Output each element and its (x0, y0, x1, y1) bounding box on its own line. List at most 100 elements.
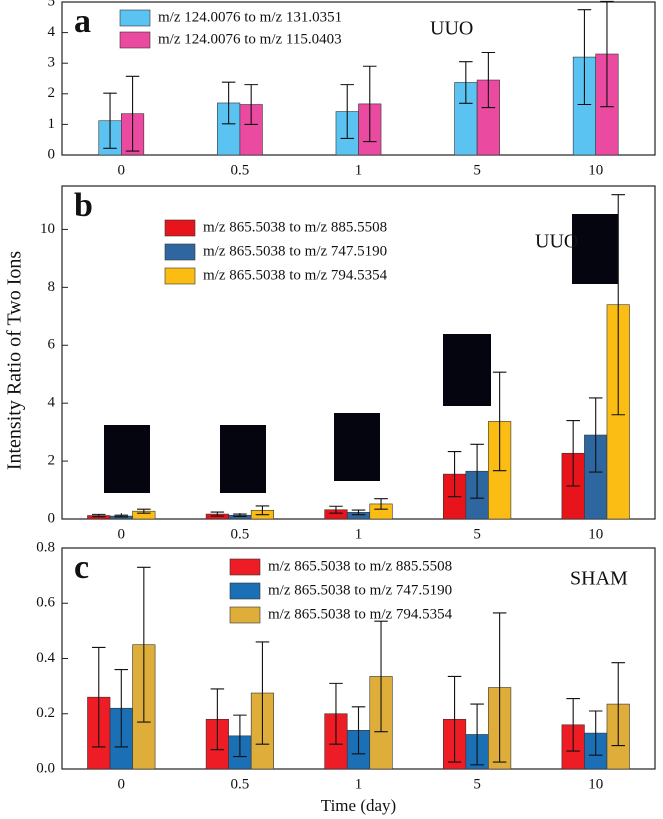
legend-label: m/z 865.5038 to m/z 794.5354 (203, 267, 388, 283)
error-bar (611, 662, 625, 747)
x-tick-label: 0 (118, 526, 126, 542)
legend-label: m/z 865.5038 to m/z 794.5354 (268, 606, 453, 622)
y-tick-label: 0.6 (36, 595, 55, 611)
x-tick-label: 5 (473, 162, 481, 178)
legend-label: m/z 124.0076 to m/z 115.0403 (158, 31, 342, 47)
error-bar (340, 84, 354, 140)
error-bar (459, 61, 473, 104)
y-tick-label: 4 (48, 24, 56, 40)
y-tick-label: 8 (48, 279, 56, 295)
y-tick-label: 0.2 (36, 705, 55, 721)
x-axis-label: Time (day) (321, 796, 396, 815)
error-bar (329, 505, 343, 514)
error-bar (447, 450, 462, 498)
error-bar (114, 669, 129, 748)
y-tick-label: 2 (48, 85, 56, 101)
error-bar (255, 641, 270, 745)
legend-swatch (229, 558, 261, 576)
legend-swatch (164, 243, 196, 261)
error-bar (351, 706, 366, 755)
x-tick-label: 0 (118, 776, 126, 792)
y-tick-label: 2 (48, 453, 56, 469)
error-bar (492, 371, 507, 472)
error-bar (233, 513, 247, 517)
legend-label: m/z 865.5038 to m/z 747.5190 (268, 582, 452, 598)
error-bar (588, 397, 603, 473)
annotation: SHAM (570, 568, 628, 590)
legend-swatch (164, 267, 196, 285)
legend-swatch (229, 606, 261, 624)
y-axis-label: Intensity Ratio of Two Ions (4, 251, 26, 471)
x-tick-label: 0 (118, 162, 126, 178)
error-bar (329, 682, 343, 745)
y-tick-label: 0.8 (36, 539, 55, 555)
inset-image (572, 214, 618, 284)
error-bar (92, 646, 106, 748)
x-tick-label: 10 (588, 526, 603, 542)
legend-label: m/z 865.5038 to m/z 885.5508 (203, 219, 387, 235)
x-tick-label: 5 (473, 526, 481, 542)
error-bar (114, 514, 129, 518)
inset-image (104, 425, 150, 493)
error-bar (566, 698, 580, 752)
y-tick-label: 10 (40, 221, 55, 237)
error-bar (577, 9, 592, 106)
error-bar (374, 498, 388, 510)
error-bar (470, 703, 484, 766)
error-bar (233, 714, 247, 758)
error-bar (244, 84, 258, 125)
y-tick-label: 5 (48, 0, 56, 9)
error-bar (255, 505, 270, 516)
x-tick-label: 1 (355, 776, 363, 792)
y-tick-label: 1 (48, 116, 56, 132)
error-bar (566, 419, 580, 487)
x-tick-label: 0.5 (231, 526, 250, 542)
x-tick-label: 0.5 (231, 162, 250, 178)
legend-swatch (119, 9, 151, 27)
y-tick-label: 4 (48, 395, 56, 411)
error-bar (351, 509, 366, 516)
legend-label: m/z 124.0076 to m/z 131.0351 (158, 9, 342, 25)
annotation: UUO (535, 231, 578, 253)
error-bar (221, 81, 236, 125)
annotation: UUO (430, 18, 473, 40)
y-tick-label: 0 (48, 510, 56, 526)
x-tick-label: 5 (473, 776, 481, 792)
panel-label: c (74, 549, 89, 586)
y-tick-label: 3 (48, 55, 56, 71)
y-tick-label: 6 (48, 337, 56, 353)
y-tick-label: 0 (48, 146, 56, 162)
error-bar (125, 75, 140, 152)
error-bar (374, 620, 388, 733)
error-bar (363, 65, 377, 143)
error-bar (588, 710, 603, 756)
error-bar (492, 612, 507, 763)
x-tick-label: 1 (355, 526, 363, 542)
legend-label: m/z 865.5038 to m/z 747.5190 (203, 243, 387, 259)
inset-image (220, 425, 266, 493)
error-bar (210, 511, 225, 517)
error-bar (611, 194, 625, 416)
x-tick-label: 10 (588, 776, 603, 792)
legend-swatch (164, 219, 196, 237)
legend-swatch (119, 31, 151, 49)
error-bar (481, 51, 496, 109)
y-tick-label: 0.4 (36, 650, 55, 666)
panel-label: a (74, 3, 91, 40)
error-bar (137, 508, 151, 514)
error-bar (600, 0, 614, 108)
error-bar (447, 675, 462, 763)
error-bar (470, 443, 484, 499)
y-tick-label: 0.0 (36, 760, 55, 776)
inset-image (443, 334, 491, 406)
x-tick-label: 0.5 (231, 776, 250, 792)
legend-swatch (229, 582, 261, 600)
inset-image (334, 413, 380, 481)
error-bar (137, 566, 151, 723)
x-tick-label: 10 (588, 162, 603, 178)
error-bar (103, 92, 117, 149)
panel-label: b (74, 187, 93, 224)
error-bar (210, 688, 225, 751)
error-bar (92, 513, 106, 518)
x-tick-label: 1 (355, 162, 363, 178)
